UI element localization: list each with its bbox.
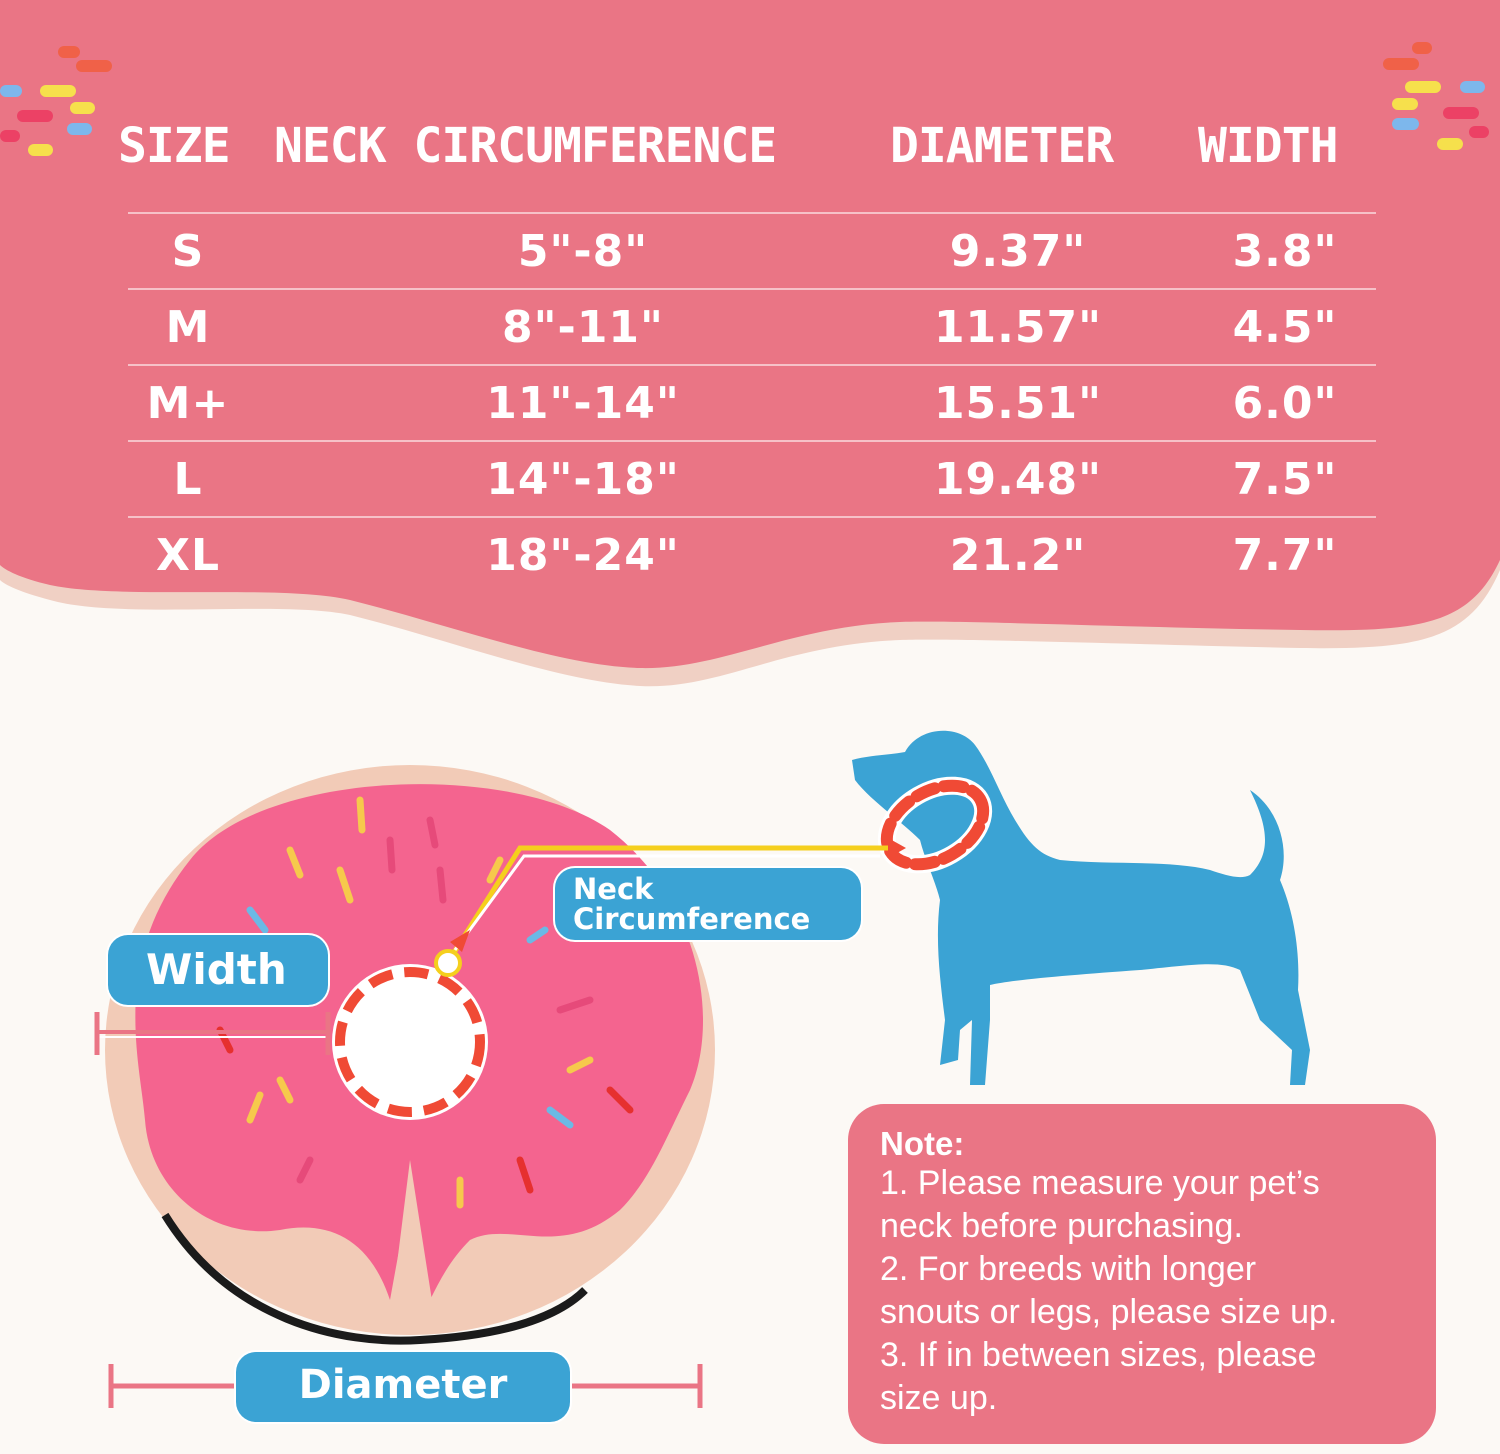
table-row: M 8"-11" 11.57" 4.5" [128, 288, 1376, 364]
table-row: S 5"-8" 9.37" 3.8" [128, 212, 1376, 288]
note-line: snouts or legs, please size up. [880, 1293, 1338, 1331]
size-chart-table: S 5"-8" 9.37" 3.8" M 8"-11" 11.57" 4.5" … [128, 212, 1376, 592]
cell-neck: 14"-18" [486, 454, 680, 505]
header-size: SIZE [118, 118, 231, 174]
sprinkles-left-decoration [0, 40, 120, 160]
note-line: 1. Please measure your pet’s [880, 1164, 1320, 1202]
table-row: M+ 11"-14" 15.51" 6.0" [128, 364, 1376, 440]
cell-neck: 5"-8" [517, 226, 649, 277]
size-chart-background [0, 0, 1500, 687]
note-title: Note: [880, 1125, 965, 1162]
size-chart-header: SIZE NECK CIRCUMFERENCE DIAMETER WIDTH [0, 118, 1500, 188]
table-row: L 14"-18" 19.48" 7.5" [128, 440, 1376, 516]
cell-size: S [171, 226, 205, 277]
cell-size: L [173, 454, 203, 505]
header-diameter: DIAMETER [890, 118, 1114, 174]
cell-size: M [165, 302, 211, 353]
diameter-label: Diameter [236, 1352, 570, 1422]
note-line: neck before purchasing. [880, 1207, 1243, 1245]
cell-diameter: 9.37" [949, 226, 1087, 277]
note-box: Note: 1. Please measure your pet’s neck … [848, 1104, 1436, 1444]
cell-neck: 11"-14" [486, 378, 680, 429]
width-label: Width [108, 935, 328, 1005]
cell-diameter: 19.48" [933, 454, 1103, 505]
note-line: size up. [880, 1379, 998, 1417]
note-line: 3. If in between sizes, please [880, 1336, 1317, 1374]
cell-diameter: 15.51" [933, 378, 1103, 429]
cell-neck: 8"-11" [502, 302, 664, 353]
cell-width: 4.5" [1232, 302, 1338, 353]
cell-size: XL [156, 530, 220, 581]
header-width: WIDTH [1198, 118, 1338, 174]
cell-width: 7.7" [1232, 530, 1338, 581]
neck-label-line1: Neck [573, 872, 654, 906]
donut-collar-icon [105, 765, 715, 1345]
sprinkles-right-decoration [1380, 40, 1500, 160]
cell-width: 7.5" [1232, 454, 1338, 505]
cell-diameter: 21.2" [949, 530, 1087, 581]
cell-width: 3.8" [1232, 226, 1338, 277]
note-line: 2. For breeds with longer [880, 1250, 1257, 1288]
cell-width: 6.0" [1232, 378, 1338, 429]
cell-size: M+ [146, 378, 230, 429]
cell-diameter: 11.57" [933, 302, 1103, 353]
neck-circumference-label: Neck Circumference [555, 868, 861, 940]
dog-silhouette-icon [852, 730, 1310, 1085]
cell-neck: 18"-24" [486, 530, 680, 581]
neck-label-line2: Circumference [573, 902, 811, 936]
header-neck-circumference: NECK CIRCUMFERENCE [274, 118, 777, 174]
table-row: XL 18"-24" 21.2" 7.7" [128, 516, 1376, 592]
